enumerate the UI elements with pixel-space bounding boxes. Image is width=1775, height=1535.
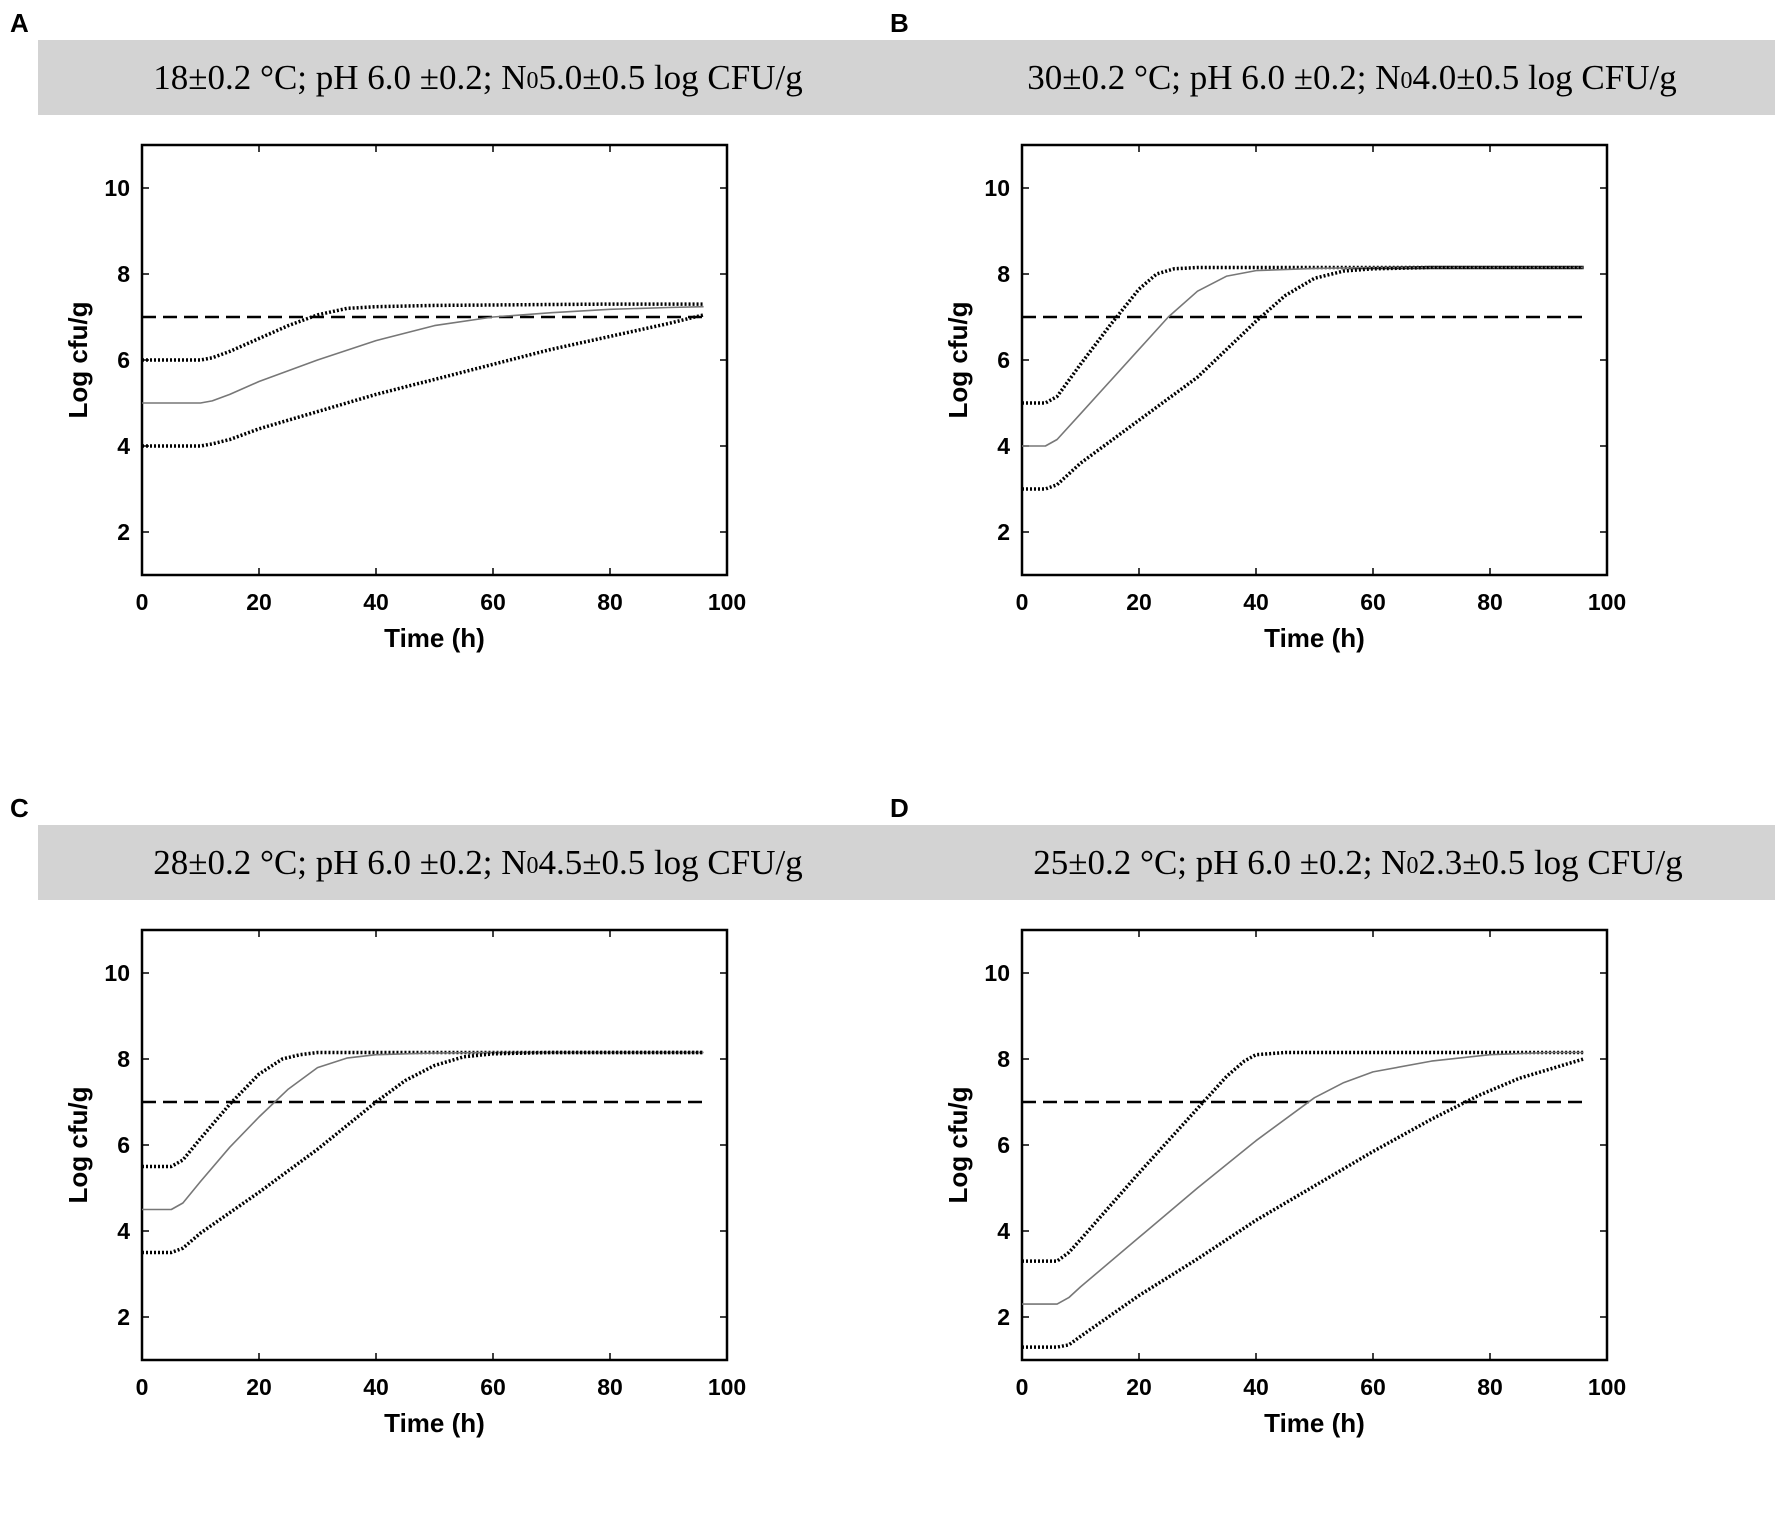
x-tick-label: 60 <box>480 1374 506 1400</box>
series-mean-line <box>1022 266 1584 447</box>
x-tick-label: 100 <box>708 1374 746 1400</box>
title-sub: 0 <box>1406 853 1419 879</box>
title-post: 4.0±0.5 log CFU/g <box>1412 57 1677 97</box>
y-tick-label: 4 <box>117 1218 130 1244</box>
plot-frame <box>140 928 729 1362</box>
x-tick-label: 20 <box>246 1374 272 1400</box>
x-tick-label: 80 <box>597 589 623 615</box>
y-tick-label: 2 <box>117 1304 130 1330</box>
x-tick-label: 60 <box>480 589 506 615</box>
x-tick-label: 100 <box>1588 1374 1626 1400</box>
y-tick-label: 8 <box>117 1046 130 1072</box>
x-tick-label: 60 <box>1360 589 1386 615</box>
panel-letter: A <box>10 8 29 38</box>
x-tick-label: 60 <box>1360 1374 1386 1400</box>
x-tick-label: 100 <box>1588 589 1626 615</box>
growth-chart: 0 20 40 60 80 100 2 4 6 8 10 Time (h) Log cfu/g <box>943 143 1626 653</box>
series-upper-line <box>142 1050 704 1169</box>
title-pre: 28±0.2 °C; pH 6.0 ±0.2; N <box>153 842 527 882</box>
y-tick-label: 10 <box>104 175 130 201</box>
y-tick-label: 4 <box>117 433 130 459</box>
panel-letter: C <box>10 793 29 823</box>
y-tick-label: 2 <box>997 1304 1010 1330</box>
y-tick-label: 6 <box>117 1132 130 1158</box>
x-tick-label: 0 <box>1016 1374 1029 1400</box>
y-axis-label: Log cfu/g <box>63 1087 93 1204</box>
y-tick-label: 4 <box>997 433 1010 459</box>
y-tick-label: 2 <box>997 519 1010 545</box>
title-pre: 18±0.2 °C; pH 6.0 ±0.2; N <box>153 57 527 97</box>
x-tick-label: 100 <box>708 589 746 615</box>
y-axis-label: Log cfu/g <box>943 1087 973 1204</box>
y-tick-label: 2 <box>117 519 130 545</box>
plot-frame <box>140 143 729 577</box>
y-axis-label: Log cfu/g <box>943 302 973 419</box>
title-sub: 0 <box>526 853 539 879</box>
x-tick-label: 40 <box>1243 589 1269 615</box>
growth-chart: 0 20 40 60 80 100 2 4 6 8 10 Time (h) Log cfu/g <box>63 928 746 1438</box>
growth-chart: 0 20 40 60 80 100 2 4 6 8 10 Time (h) Log cfu/g <box>63 143 746 653</box>
title-sub: 0 <box>1400 68 1413 94</box>
title-post: 5.0±0.5 log CFU/g <box>538 57 803 97</box>
growth-chart: 0 20 40 60 80 100 2 4 6 8 10 Time (h) Log cfu/g <box>943 928 1626 1438</box>
x-tick-label: 0 <box>136 1374 149 1400</box>
y-tick-label: 6 <box>117 347 130 373</box>
plot-frame <box>1020 143 1609 577</box>
x-tick-label: 40 <box>363 1374 389 1400</box>
y-tick-label: 10 <box>984 960 1010 986</box>
series-mean-line <box>1022 1051 1584 1305</box>
title-sub: 0 <box>526 68 539 94</box>
series-lower-line <box>142 313 705 448</box>
x-axis-label: Time (h) <box>384 623 485 653</box>
x-axis-label: Time (h) <box>384 1408 485 1438</box>
x-tick-label: 0 <box>1016 589 1029 615</box>
y-axis-label: Log cfu/g <box>63 302 93 419</box>
y-tick-label: 6 <box>997 347 1010 373</box>
y-tick-label: 4 <box>997 1218 1010 1244</box>
x-tick-label: 40 <box>363 589 389 615</box>
panel-letter: D <box>890 793 909 823</box>
title-post: 2.3±0.5 log CFU/g <box>1418 842 1683 882</box>
series-lower-line <box>142 1050 704 1255</box>
x-tick-label: 0 <box>136 589 149 615</box>
plot-frame <box>1020 928 1609 1362</box>
x-tick-label: 80 <box>597 1374 623 1400</box>
series-mean-line <box>142 1051 704 1211</box>
y-tick-label: 10 <box>104 960 130 986</box>
series-upper-line <box>1022 1050 1584 1263</box>
y-tick-label: 10 <box>984 175 1010 201</box>
y-tick-label: 8 <box>997 261 1010 287</box>
y-tick-label: 8 <box>997 1046 1010 1072</box>
title-post: 4.5±0.5 log CFU/g <box>538 842 803 882</box>
x-tick-label: 20 <box>1126 589 1152 615</box>
series-mean-line <box>142 305 704 404</box>
y-tick-label: 6 <box>997 1132 1010 1158</box>
x-tick-label: 20 <box>1126 1374 1152 1400</box>
x-tick-label: 80 <box>1477 1374 1503 1400</box>
y-tick-label: 8 <box>117 261 130 287</box>
x-axis-label: Time (h) <box>1264 1408 1365 1438</box>
x-tick-label: 80 <box>1477 589 1503 615</box>
series-upper-line <box>142 302 704 362</box>
title-pre: 25±0.2 °C; pH 6.0 ±0.2; N <box>1033 842 1407 882</box>
x-axis-label: Time (h) <box>1264 623 1365 653</box>
panel-letter: B <box>890 8 909 38</box>
x-tick-label: 20 <box>246 589 272 615</box>
x-tick-label: 40 <box>1243 1374 1269 1400</box>
title-pre: 30±0.2 °C; pH 6.0 ±0.2; N <box>1027 57 1401 97</box>
series-lower-line <box>1022 265 1584 491</box>
